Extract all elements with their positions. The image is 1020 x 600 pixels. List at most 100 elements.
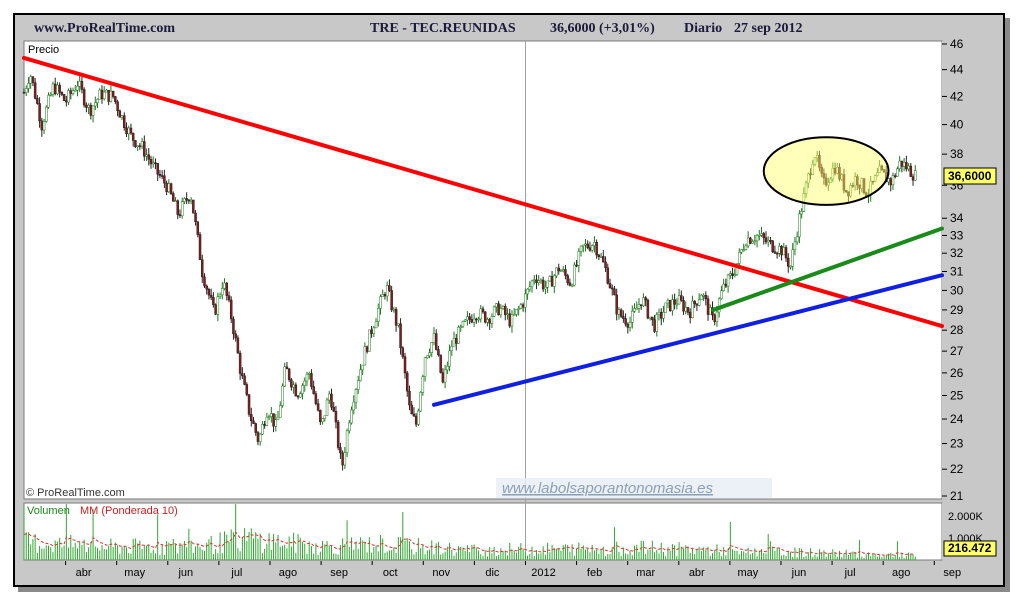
candle-body [165, 182, 168, 193]
candle-body [399, 323, 402, 348]
candle-body [336, 421, 340, 448]
candle-body [539, 279, 543, 282]
candle-body [96, 99, 99, 103]
date-tick-label: may [124, 567, 145, 579]
candle-body [78, 80, 81, 87]
candle-body [172, 193, 175, 202]
candle-body [537, 280, 540, 283]
candle-body [789, 265, 792, 268]
candle-body [94, 102, 97, 107]
candle-body [176, 200, 179, 215]
date-tick-label: jul [844, 567, 856, 579]
candle-body [856, 176, 859, 186]
volume-tick-label: 2.000K [948, 511, 984, 523]
candle-body [105, 89, 108, 93]
candle-body [577, 251, 581, 266]
candle-body [421, 376, 425, 393]
candle-body [566, 275, 569, 284]
candle-body [758, 235, 761, 237]
candle-body [590, 245, 594, 251]
trendline-soporte-corto [711, 226, 944, 312]
candle-body [515, 309, 518, 315]
candle-body [608, 283, 612, 289]
candle-body [602, 256, 605, 263]
candle-body [541, 279, 545, 290]
candle-body [111, 90, 115, 97]
candle-body [394, 308, 398, 326]
candle-body [677, 295, 681, 305]
candle-body [53, 83, 57, 94]
candle-body [463, 319, 467, 322]
price-tick-label: 29 [950, 303, 964, 317]
candle-body [437, 349, 440, 356]
candle-body [639, 304, 643, 307]
candle-body [80, 80, 84, 90]
date-tick-label: sep [330, 567, 348, 579]
candle-body [38, 103, 41, 122]
candle-body [597, 254, 601, 258]
candle-body [492, 306, 496, 317]
candle-body [876, 172, 879, 177]
candle-body [771, 240, 774, 252]
candle-body [775, 252, 779, 255]
candle-body [688, 312, 692, 319]
candle-body [160, 175, 164, 177]
candle-body [697, 299, 701, 306]
price-tick-label: 44 [950, 63, 964, 77]
date-tick-label: sep [943, 567, 961, 579]
candle-body [328, 393, 331, 401]
price-tick-label: 27 [950, 344, 964, 358]
candle-body [660, 311, 663, 319]
highlight-ellipse [762, 136, 890, 206]
candle-body [352, 401, 356, 411]
candle-body [163, 175, 166, 184]
candle-body [784, 247, 788, 259]
candle-body [827, 182, 830, 186]
candle-body [265, 416, 269, 426]
candle-body [642, 297, 645, 307]
candle-body [332, 406, 335, 412]
candle-body [354, 389, 358, 403]
candle-body [787, 257, 790, 267]
candle-body [896, 168, 899, 177]
candle-body [361, 364, 364, 371]
candle-body [691, 300, 694, 319]
price-tick-label: 42 [950, 89, 964, 103]
candle-body [737, 252, 741, 264]
candle-body [310, 373, 313, 387]
candle-body [307, 373, 311, 375]
volume-bars [23, 504, 916, 560]
candle-body [314, 393, 318, 404]
candle-body [205, 285, 208, 290]
candle-body [390, 290, 393, 311]
price-tick-label: 38 [950, 147, 964, 161]
candle-body [813, 157, 817, 165]
candle-body [506, 313, 509, 316]
candle-body [811, 164, 815, 175]
candle-body [588, 247, 592, 251]
candle-body [158, 174, 162, 176]
candle-body [372, 327, 376, 334]
candle-body [862, 178, 866, 194]
candle-body [73, 89, 77, 92]
candle-body [36, 98, 39, 104]
candle-body [524, 293, 527, 308]
candle-body [477, 318, 480, 321]
candle-body [234, 333, 237, 339]
last-volume-label: 216.472 [948, 541, 992, 555]
candle-body [693, 300, 696, 305]
candle-body [423, 357, 427, 377]
date-tick-label: jul [230, 567, 242, 579]
candle-body [174, 200, 177, 202]
candle-body [345, 430, 349, 453]
candle-body [383, 294, 387, 297]
candle-body [893, 175, 897, 177]
candle-body [116, 101, 119, 111]
candle-body [441, 372, 445, 383]
candle-body [187, 199, 191, 202]
candle-body [134, 140, 137, 147]
candle-body [559, 270, 563, 272]
candle-body [742, 249, 745, 251]
candle-body [490, 316, 494, 324]
candle-body [824, 177, 828, 186]
